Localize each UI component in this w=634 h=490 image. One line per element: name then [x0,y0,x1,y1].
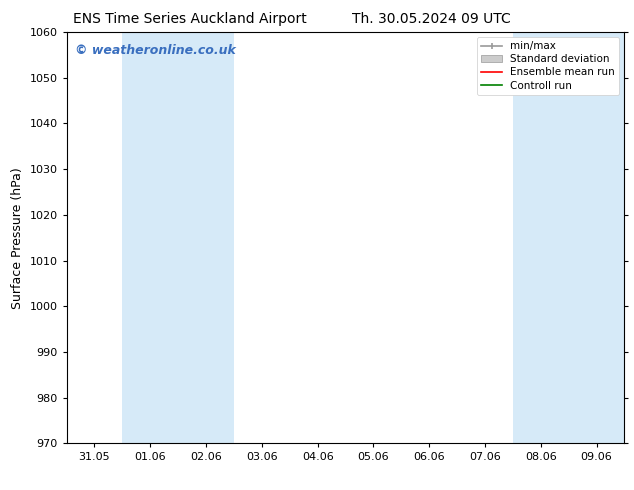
Legend: min/max, Standard deviation, Ensemble mean run, Controll run: min/max, Standard deviation, Ensemble me… [477,37,619,95]
Text: © weatheronline.co.uk: © weatheronline.co.uk [75,44,236,57]
Bar [569,32,624,443]
Bar [178,32,234,443]
Y-axis label: Surface Pressure (hPa): Surface Pressure (hPa) [11,167,24,309]
Bar [122,32,178,443]
Text: ENS Time Series Auckland Airport: ENS Time Series Auckland Airport [74,12,307,26]
Text: Th. 30.05.2024 09 UTC: Th. 30.05.2024 09 UTC [352,12,510,26]
Bar [513,32,569,443]
